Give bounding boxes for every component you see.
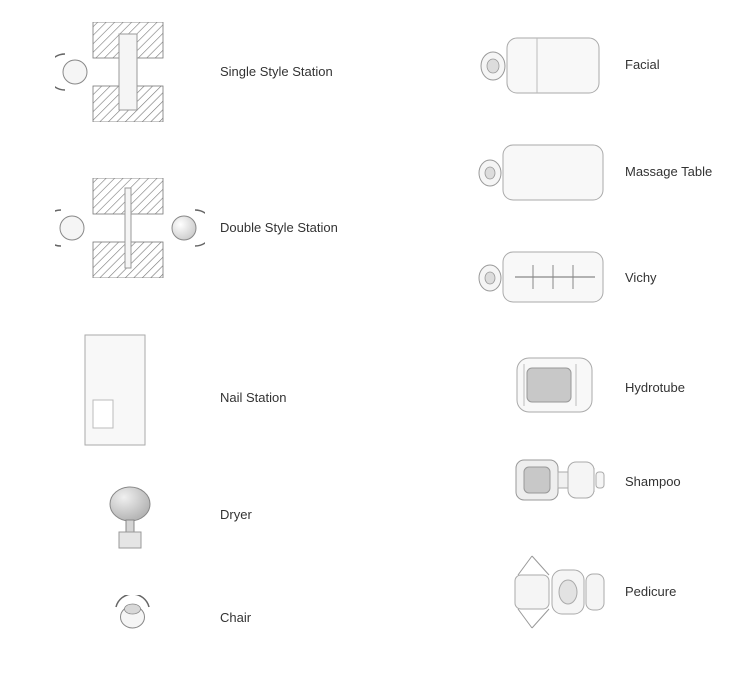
single-style-station-icon <box>55 22 205 122</box>
shampoo-icon <box>512 450 607 510</box>
double-style-station-label: Double Style Station <box>220 220 338 235</box>
hydrotube-icon <box>512 350 597 420</box>
massage-table-label: Massage Table <box>625 164 712 179</box>
single-style-station-label: Single Style Station <box>220 64 333 79</box>
dryer-icon <box>95 480 165 550</box>
facial-label: Facial <box>625 57 660 72</box>
double-style-station-icon <box>55 178 205 278</box>
chair-label: Chair <box>220 610 251 625</box>
shampoo-label: Shampoo <box>625 474 681 489</box>
vichy-icon <box>475 240 610 315</box>
nail-station-icon <box>75 330 185 450</box>
pedicure-label: Pedicure <box>625 584 676 599</box>
nail-station-label: Nail Station <box>220 390 286 405</box>
hydrotube-label: Hydrotube <box>625 380 685 395</box>
massage-table-icon <box>475 135 610 210</box>
dryer-label: Dryer <box>220 507 252 522</box>
vichy-label: Vichy <box>625 270 657 285</box>
chair-icon <box>110 595 155 640</box>
pedicure-icon <box>510 550 610 635</box>
facial-icon <box>475 28 605 103</box>
